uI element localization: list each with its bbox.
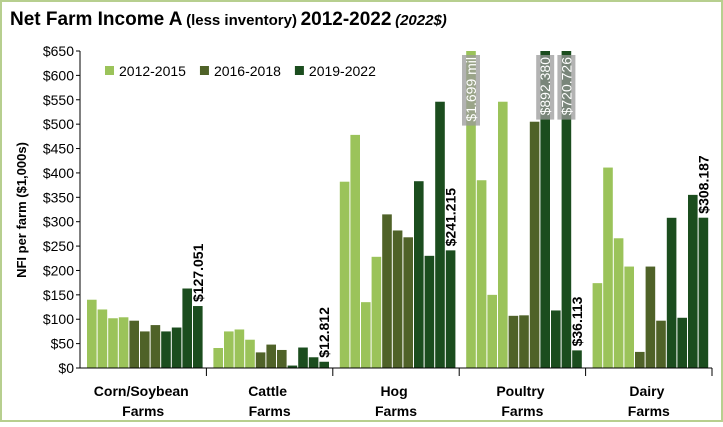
- y-tick-label: $500: [43, 116, 74, 132]
- legend-label: 2012-2015: [119, 63, 186, 79]
- legend-swatch: [105, 66, 114, 75]
- y-tick-label: $50: [51, 336, 75, 352]
- bar: [287, 365, 298, 368]
- legend-swatch: [199, 66, 209, 75]
- bar: [108, 318, 118, 368]
- y-tick-label: $650: [43, 43, 74, 59]
- bar: [140, 331, 150, 368]
- legend-label: 2016-2018: [214, 63, 281, 79]
- y-tick-label: $200: [43, 262, 74, 278]
- y-tick-label: $250: [43, 238, 74, 254]
- bar: [529, 121, 540, 368]
- bar: [540, 51, 550, 368]
- bar: [371, 256, 382, 368]
- bar: [666, 217, 677, 368]
- chart-title: Net Farm Income A (less inventory) 2012-…: [10, 9, 447, 30]
- bar: [613, 238, 624, 368]
- bar: [414, 181, 424, 368]
- bar: [424, 255, 435, 368]
- bar: [445, 250, 456, 368]
- x-tick-label: Cattle Farms: [248, 383, 291, 419]
- y-tick-label: $300: [43, 214, 74, 230]
- bar: [592, 283, 603, 368]
- bar: [245, 339, 255, 368]
- bar: [161, 331, 171, 368]
- bar: [403, 237, 413, 368]
- legend-swatch: [294, 66, 304, 75]
- label-box: [536, 55, 555, 120]
- title-unit: (2022$): [395, 12, 447, 29]
- bar: [171, 327, 182, 368]
- bar: [255, 352, 266, 368]
- bar: [361, 302, 371, 368]
- bar: [572, 350, 582, 368]
- y-tick-label: $350: [43, 189, 74, 205]
- bar: [498, 101, 508, 368]
- data-label: $1.699 mil: [463, 57, 479, 122]
- bar: [656, 320, 666, 368]
- bar: [224, 331, 234, 368]
- bar: [519, 315, 529, 368]
- bar: [213, 348, 223, 368]
- bar: [87, 299, 97, 368]
- bar: [551, 310, 561, 368]
- y-tick-label: $550: [43, 92, 74, 108]
- data-label: $12.812: [316, 307, 332, 358]
- y-tick-label: $600: [43, 67, 74, 83]
- bar: [150, 325, 161, 368]
- bar: [182, 288, 192, 368]
- data-label: $36.113: [569, 296, 585, 346]
- title-note: (less inventory): [186, 12, 297, 29]
- bar: [129, 320, 139, 368]
- data-label: $720.726: [558, 57, 574, 116]
- bar: [635, 351, 645, 368]
- y-axis-label: NFI per farm ($1,000s): [14, 142, 29, 278]
- x-tick-label: Hog Farms: [375, 383, 417, 419]
- bar: [624, 266, 634, 368]
- data-label: $308.187: [695, 155, 711, 214]
- title-main: Net Farm Income A: [10, 9, 183, 30]
- bar: [698, 217, 709, 368]
- bar: [677, 317, 687, 368]
- bar: [645, 266, 656, 368]
- bar: [508, 315, 519, 368]
- y-tick-label: $0: [58, 360, 74, 376]
- x-tick-label: Corn/Soybean Farms: [94, 383, 193, 419]
- x-tick-label: Dairy Farms: [628, 383, 670, 419]
- bar: [277, 349, 287, 368]
- y-tick-label: $400: [43, 165, 74, 181]
- bar: [487, 294, 497, 368]
- data-label: $241.215: [443, 188, 459, 247]
- bar: [392, 230, 403, 368]
- bar: [561, 51, 572, 368]
- title-years: 2012-2022: [301, 9, 392, 30]
- y-tick-label: $150: [43, 287, 74, 303]
- bar: [193, 306, 203, 368]
- y-tick-label: $100: [43, 311, 74, 327]
- bar: [382, 214, 392, 368]
- bar: [466, 51, 476, 368]
- x-tick-label: Poultry Farms: [496, 383, 548, 419]
- bar: [308, 357, 319, 368]
- bar: [266, 344, 276, 368]
- bar: [603, 167, 613, 368]
- bar: [319, 361, 329, 368]
- bar: [118, 317, 129, 368]
- bar: [435, 101, 445, 368]
- y-tick-label: $450: [43, 141, 74, 157]
- bar: [298, 347, 308, 368]
- bar: [688, 194, 698, 368]
- data-label: $127.051: [190, 243, 206, 302]
- plot: [87, 51, 709, 368]
- label-box: [462, 55, 480, 126]
- bar: [339, 181, 350, 368]
- bar: [234, 329, 245, 368]
- data-label: $892.380: [537, 57, 553, 116]
- bar: [97, 309, 108, 368]
- legend-label: 2019-2022: [309, 63, 376, 79]
- bar: [350, 134, 360, 368]
- label-box: [557, 55, 576, 120]
- bar: [476, 180, 487, 368]
